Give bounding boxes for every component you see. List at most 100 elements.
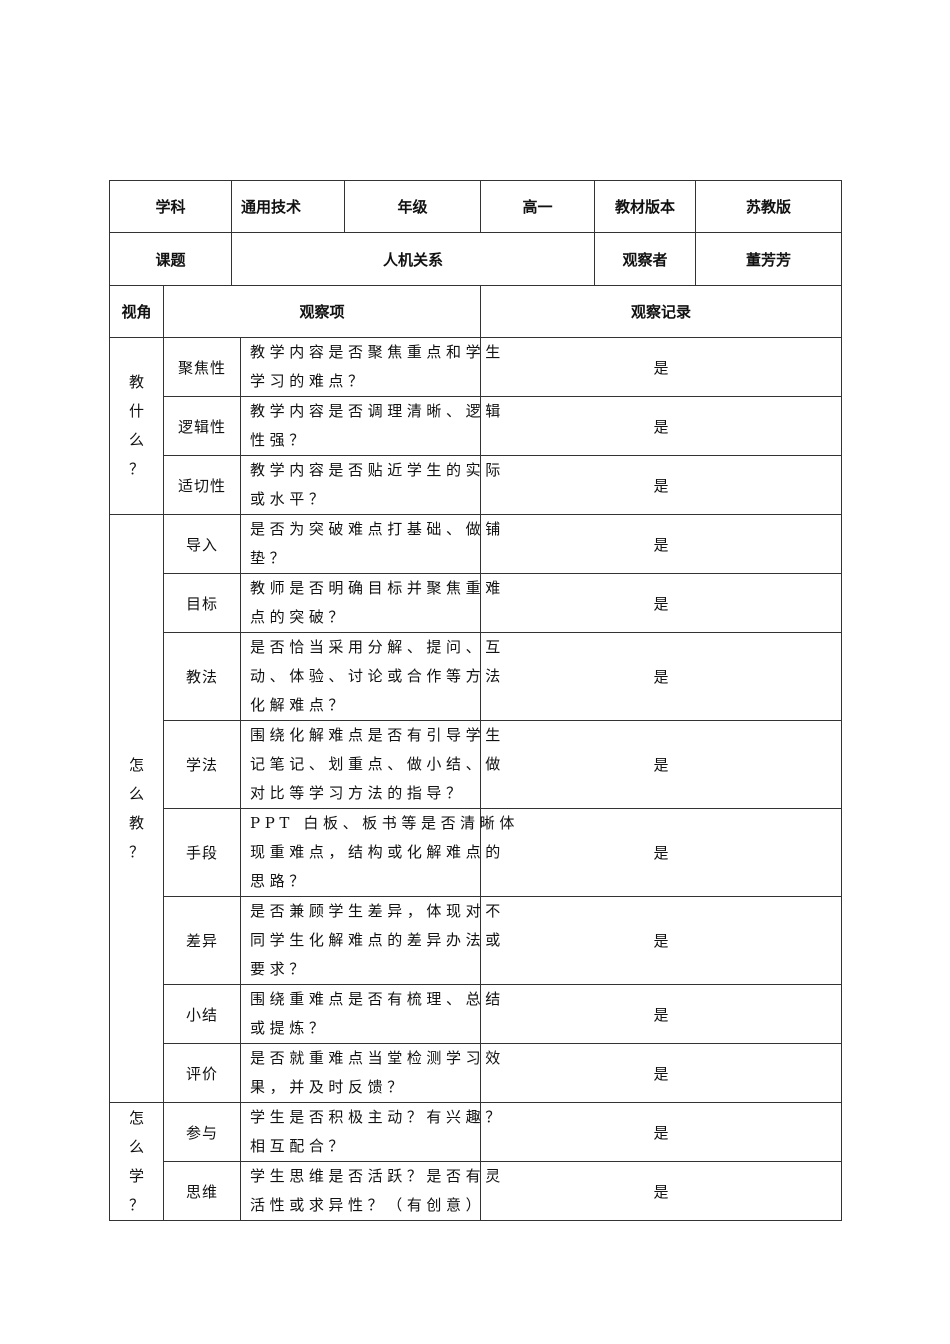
question-line: 围绕重难点是否有梳理、总结 (250, 990, 505, 1008)
question-line: 性强？ (250, 431, 309, 449)
topic-value: 人机关系 (231, 232, 596, 286)
header-row-3: 视角 观察项 观察记录 (109, 285, 843, 338)
item-name: 逻辑性 (162, 396, 242, 456)
question-line: PPT 白板、板书等是否清晰体 (250, 814, 519, 832)
record-value: 是 (480, 896, 843, 985)
record-value: 是 (480, 1161, 843, 1221)
record-value: 是 (480, 1102, 843, 1162)
subject-value: 通用技术 (231, 180, 346, 233)
item-question: 教学内容是否调理清晰、逻辑 性强？ (240, 396, 505, 456)
item-question: 是否恰当采用分解、提问、互 动、体验、讨论或合作等方法 化解难点？ (240, 632, 505, 721)
record-value: 是 (480, 514, 843, 574)
record-value: 是 (480, 573, 843, 633)
angle-label: 视角 (109, 285, 164, 338)
item-question: 围绕重难点是否有梳理、总结 或提炼？ (240, 984, 505, 1044)
record-value: 是 (480, 396, 843, 456)
item-name: 学法 (162, 720, 242, 809)
angle-text: 怎么教？ (129, 755, 145, 861)
item-question: 是否兼顾学生差异，体现对不 同学生化解难点的差异办法或 要求？ (240, 896, 505, 985)
item-name: 参与 (162, 1102, 242, 1162)
question-line: 要求？ (250, 960, 309, 978)
question-line: 记笔记、划重点、做小结、做 (250, 755, 505, 773)
item-question: 教学内容是否聚焦重点和学生 学习的难点？ (240, 337, 505, 397)
question-line: 是否兼顾学生差异，体现对不 (250, 902, 505, 920)
angle-cell: 怎么学？ (109, 1102, 164, 1221)
question-line: 或提炼？ (250, 1019, 329, 1037)
record-value: 是 (480, 720, 843, 809)
subject-label: 学科 (108, 180, 233, 233)
observation-row: 差异 是否兼顾学生差异，体现对不 同学生化解难点的差异办法或 要求？是 (110, 896, 843, 985)
header-row-2: 课题 人机关系 观察者 董芳芳 (108, 232, 843, 286)
question-line: 动、体验、讨论或合作等方法 (250, 667, 505, 685)
question-line: 教学内容是否聚焦重点和学生 (250, 343, 505, 361)
question-line: 果，并及时反馈？ (250, 1078, 407, 1096)
item-name: 手段 (162, 808, 242, 897)
observation-row: 手段 PPT 白板、板书等是否清晰体 现重难点，结构或化解难点的 思路？ 是 (110, 808, 843, 897)
angle-text: 教什么？ (129, 373, 145, 478)
question-line: 学习的难点？ (250, 372, 368, 390)
angle-text: 怎么学？ (129, 1108, 145, 1214)
angle-cell: 教什么？ (109, 337, 164, 515)
observation-row: 适切性 教学内容是否贴近学生的实际 或水平？是 (110, 455, 843, 515)
question-line: 教学内容是否贴近学生的实际 (250, 461, 505, 479)
observation-row: 小结 围绕重难点是否有梳理、总结 或提炼？是 (110, 984, 843, 1044)
item-name: 目标 (162, 573, 242, 633)
record-value: 是 (480, 1043, 843, 1103)
item-name: 聚焦性 (162, 337, 242, 397)
question-line: 点的突破？ (250, 608, 349, 626)
question-line: 是否为突破难点打基础、做铺 (250, 520, 505, 538)
question-line: 围绕化解难点是否有引导学生 (250, 726, 505, 744)
question-line: 现重难点，结构或化解难点的 (250, 843, 505, 861)
item-name: 小结 (162, 984, 242, 1044)
question-line: 学生是否积极主动？有兴趣？ (250, 1108, 505, 1126)
item-question: 是否为突破难点打基础、做铺 垫？ (240, 514, 505, 574)
item-question: 围绕化解难点是否有引导学生 记笔记、划重点、做小结、做 对比等学习方法的指导？ (240, 720, 505, 809)
question-line: 活性或求异性？（有创意） (250, 1196, 486, 1214)
angle-cell: 怎么教？ (109, 514, 164, 1103)
question-line: 相互配合？ (250, 1137, 349, 1155)
question-line: 教学内容是否调理清晰、逻辑 (250, 402, 505, 420)
question-line: 是否就重难点当堂检测学习效 (250, 1049, 505, 1067)
question-line: 同学生化解难点的差异办法或 (250, 931, 505, 949)
observation-row: 教什么？ 聚焦性 教学内容是否聚焦重点和学生 学习的难点？是 (109, 337, 843, 515)
record-value: 是 (480, 984, 843, 1044)
question-line: 是否恰当采用分解、提问、互 (250, 638, 505, 656)
item-name: 导入 (162, 514, 242, 574)
lesson-observation-table: 学科 通用技术 年级 高一 教材版本 苏教版 课题 人机关系 观察者 董芳芳 视… (108, 180, 843, 1221)
header-row-1: 学科 通用技术 年级 高一 教材版本 苏教版 (108, 180, 843, 233)
question-line: 化解难点？ (250, 696, 349, 714)
observation-row: 学法 围绕化解难点是否有引导学生 记笔记、划重点、做小结、做 对比等学习方法的指导？是 (110, 720, 843, 809)
item-name: 适切性 (162, 455, 242, 515)
record-value: 是 (480, 337, 843, 397)
item-name: 差异 (162, 896, 242, 985)
item-question: 学生思维是否活跃？是否有灵 活性或求异性？（有创意） (240, 1161, 505, 1221)
item-name: 评价 (162, 1043, 242, 1103)
record-value: 是 (480, 455, 843, 515)
observation-row: 逻辑性 教学内容是否调理清晰、逻辑 性强？是 (110, 396, 843, 456)
question-line: 教师是否明确目标并聚焦重难 (250, 579, 505, 597)
observation-row: 教法 是否恰当采用分解、提问、互 动、体验、讨论或合作等方法 化解难点？是 (110, 632, 843, 721)
item-question: 学生是否积极主动？有兴趣？ 相互配合？ (240, 1102, 505, 1162)
question-line: 思路？ (250, 872, 309, 890)
record-value: 是 (480, 808, 843, 897)
question-line: 垫？ (250, 549, 290, 567)
question-line: 学生思维是否活跃？是否有灵 (250, 1167, 505, 1185)
record-label: 观察记录 (480, 285, 843, 338)
item-label: 观察项 (162, 285, 482, 338)
observation-row: 怎么学？ 参与 学生是否积极主动？有兴趣？ 相互配合？ 是 (109, 1102, 843, 1221)
record-value: 是 (480, 632, 843, 721)
observation-row: 思维 学生思维是否活跃？是否有灵 活性或求异性？（有创意）是 (110, 1161, 843, 1221)
grade-label: 年级 (344, 180, 482, 233)
edition-value: 苏教版 (695, 180, 843, 233)
observation-row: 评价 是否就重难点当堂检测学习效 果，并及时反馈？ 是 (110, 1043, 843, 1103)
edition-label: 教材版本 (594, 180, 697, 233)
question-line: 对比等学习方法的指导？ (250, 784, 466, 802)
item-question: 教学内容是否贴近学生的实际 或水平？ (240, 455, 505, 515)
question-line: 或水平？ (250, 490, 329, 508)
observer-value: 董芳芳 (695, 232, 843, 286)
observer-label: 观察者 (594, 232, 697, 286)
item-question: 教师是否明确目标并聚焦重难 点的突破？ (240, 573, 505, 633)
item-name: 思维 (162, 1161, 242, 1221)
observation-row: 怎么教？ 导入 是否为突破难点打基础、做铺 垫？是 (109, 514, 843, 1103)
grade-value: 高一 (480, 180, 596, 233)
